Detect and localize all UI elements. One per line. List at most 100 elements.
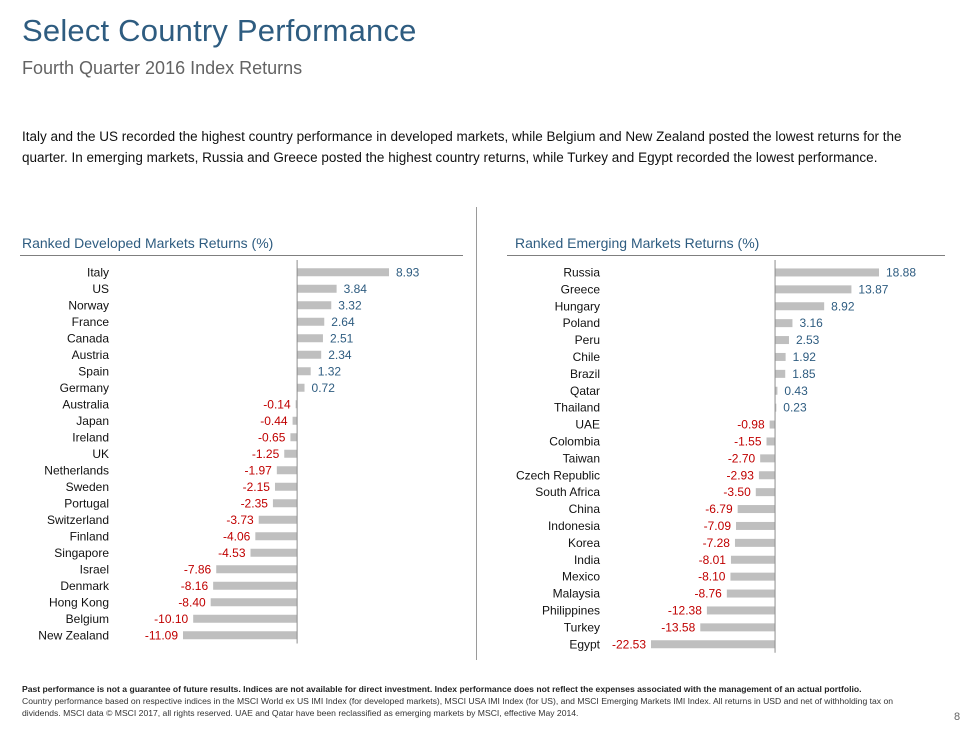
value-label-hong-kong: -8.40 [178,595,206,609]
bar-indonesia [736,521,776,530]
category-label-brazil: Brazil [570,367,600,381]
value-label-philippines: -12.38 [668,603,702,617]
category-label-canada: Canada [67,331,109,345]
emerging-markets-chart: Russia 18.88 Greece 13.87 Hungary 8.92 Poland 3… [516,260,916,653]
bar-belgium [193,614,298,623]
value-label-portugal: -2.35 [241,496,269,510]
bar-korea [734,538,776,547]
category-label-sweden: Sweden [66,480,109,494]
value-label-germany: 0.72 [312,381,336,395]
category-label-russia: Russia [563,265,600,279]
bar-philippines [706,606,776,615]
bar-turkey [700,623,776,632]
category-label-denmark: Denmark [60,579,110,593]
value-label-france: 2.64 [331,315,355,329]
bar-denmark [213,581,298,590]
category-label-norway: Norway [68,298,109,312]
bar-czech-republic [758,471,776,480]
bar-chile [775,352,786,361]
bar-brazil [775,369,786,378]
bar-spain [297,367,311,376]
value-label-austria: 2.34 [328,348,352,362]
value-label-canada: 2.51 [330,331,354,345]
intro-paragraph: Italy and the US recorded the highest co… [22,129,902,165]
bar-switzerland [258,515,298,524]
value-label-italy: 8.93 [396,265,420,279]
value-label-poland: 3.16 [799,316,823,330]
category-label-belgium: Belgium [66,612,109,626]
category-label-thailand: Thailand [554,401,600,415]
bar-hungary [775,302,825,311]
bar-russia [775,268,879,277]
category-label-peru: Peru [575,333,600,347]
category-label-italy: Italy [87,265,109,279]
bar-norway [297,301,332,310]
category-label-portugal: Portugal [64,496,109,510]
bar-singapore [250,548,298,557]
value-label-hungary: 8.92 [831,299,855,313]
value-label-south-africa: -3.50 [723,485,751,499]
footnote-text: Country performance based on respective … [22,695,894,718]
bar-canada [297,334,323,343]
category-label-singapore: Singapore [54,546,109,560]
value-label-qatar: 0.43 [784,384,808,398]
value-label-brazil: 1.85 [792,367,816,381]
category-label-taiwan: Taiwan [563,451,600,465]
emerging-heading-rule [507,255,945,256]
bar-finland [255,532,298,541]
category-label-south-africa: South Africa [535,485,600,499]
category-label-australia: Australia [62,397,109,411]
bar-hong-kong [210,598,298,607]
category-label-japan: Japan [76,414,109,428]
category-label-turkey: Turkey [564,620,600,634]
category-label-hong-kong: Hong Kong [49,595,109,609]
value-label-australia: -0.14 [263,397,291,411]
bar-india [730,555,776,564]
category-label-india: India [574,553,600,567]
category-label-germany: Germany [60,381,109,395]
value-label-us: 3.84 [344,282,368,296]
bar-portugal [272,499,298,508]
bar-uae [769,420,776,429]
category-label-france: France [72,315,110,329]
category-label-netherlands: Netherlands [44,463,109,477]
value-label-india: -8.01 [699,553,727,567]
value-label-uae: -0.98 [737,418,765,432]
category-label-egypt: Egypt [569,637,600,651]
bar-new-zealand [183,631,298,640]
category-label-qatar: Qatar [570,384,600,398]
value-label-mexico: -8.10 [698,570,726,584]
value-label-new-zealand: -11.09 [145,628,178,642]
value-label-ireland: -0.65 [258,430,286,444]
value-label-indonesia: -7.09 [704,519,732,533]
bar-egypt [651,640,776,649]
category-label-austria: Austria [72,348,110,362]
value-label-denmark: -8.16 [181,579,209,593]
category-label-korea: Korea [568,536,600,550]
value-label-japan: -0.44 [260,414,288,428]
value-label-belgium: -10.10 [154,612,188,626]
page-number: 8 [954,711,961,723]
footnote-disclaimer: Past performance is not a guarantee of f… [22,684,862,694]
category-label-uk: UK [92,447,109,461]
footnote: Past performance is not a guarantee of f… [22,684,902,719]
category-label-mexico: Mexico [562,570,600,584]
value-label-chile: 1.92 [793,350,817,364]
value-label-uk: -1.25 [252,447,280,461]
category-label-ireland: Ireland [72,430,109,444]
value-label-malaysia: -8.76 [694,587,722,601]
bar-austria [297,350,322,359]
emerging-chart-title: Ranked Emerging Markets Returns (%) [515,235,760,251]
value-label-israel: -7.86 [184,562,212,576]
value-label-colombia: -1.55 [734,434,762,448]
value-label-netherlands: -1.97 [244,463,272,477]
bar-us [297,284,337,293]
value-label-peru: 2.53 [796,333,820,347]
category-label-indonesia: Indonesia [548,519,600,533]
category-label-finland: Finland [70,529,109,543]
value-label-norway: 3.32 [338,298,362,312]
bar-sweden [274,482,298,491]
category-label-us: US [92,282,109,296]
bar-japan [292,416,298,425]
chart-divider [476,207,477,660]
